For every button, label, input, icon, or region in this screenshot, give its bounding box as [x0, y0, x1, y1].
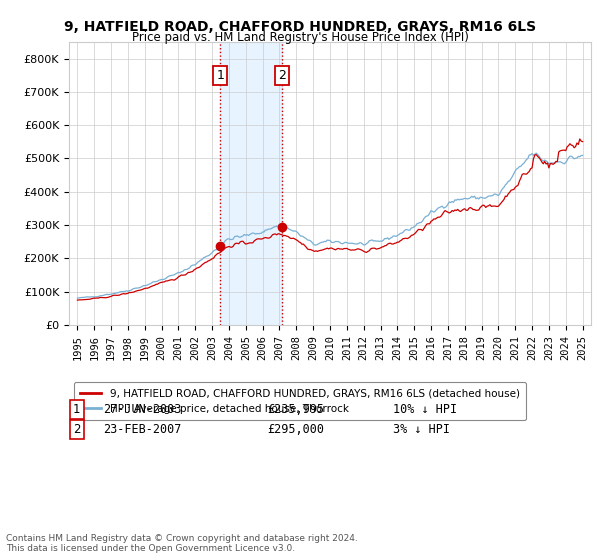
Text: 10% ↓ HPI: 10% ↓ HPI [392, 403, 457, 416]
Text: 9, HATFIELD ROAD, CHAFFORD HUNDRED, GRAYS, RM16 6LS: 9, HATFIELD ROAD, CHAFFORD HUNDRED, GRAY… [64, 20, 536, 34]
Text: 1: 1 [73, 403, 80, 416]
Text: 2: 2 [73, 423, 80, 436]
Legend: 9, HATFIELD ROAD, CHAFFORD HUNDRED, GRAYS, RM16 6LS (detached house), HPI: Avera: 9, HATFIELD ROAD, CHAFFORD HUNDRED, GRAY… [74, 382, 526, 420]
Bar [220, 42, 282, 325]
Text: Price paid vs. HM Land Registry's House Price Index (HPI): Price paid vs. HM Land Registry's House … [131, 31, 469, 44]
Text: £295,000: £295,000 [268, 423, 325, 436]
Text: £235,995: £235,995 [268, 403, 325, 416]
Text: 27-JUN-2003: 27-JUN-2003 [103, 403, 181, 416]
Text: 3% ↓ HPI: 3% ↓ HPI [392, 423, 449, 436]
Text: 1: 1 [217, 69, 224, 82]
Text: 2: 2 [278, 69, 286, 82]
Text: 23-FEB-2007: 23-FEB-2007 [103, 423, 181, 436]
Text: Contains HM Land Registry data © Crown copyright and database right 2024.
This d: Contains HM Land Registry data © Crown c… [6, 534, 358, 553]
